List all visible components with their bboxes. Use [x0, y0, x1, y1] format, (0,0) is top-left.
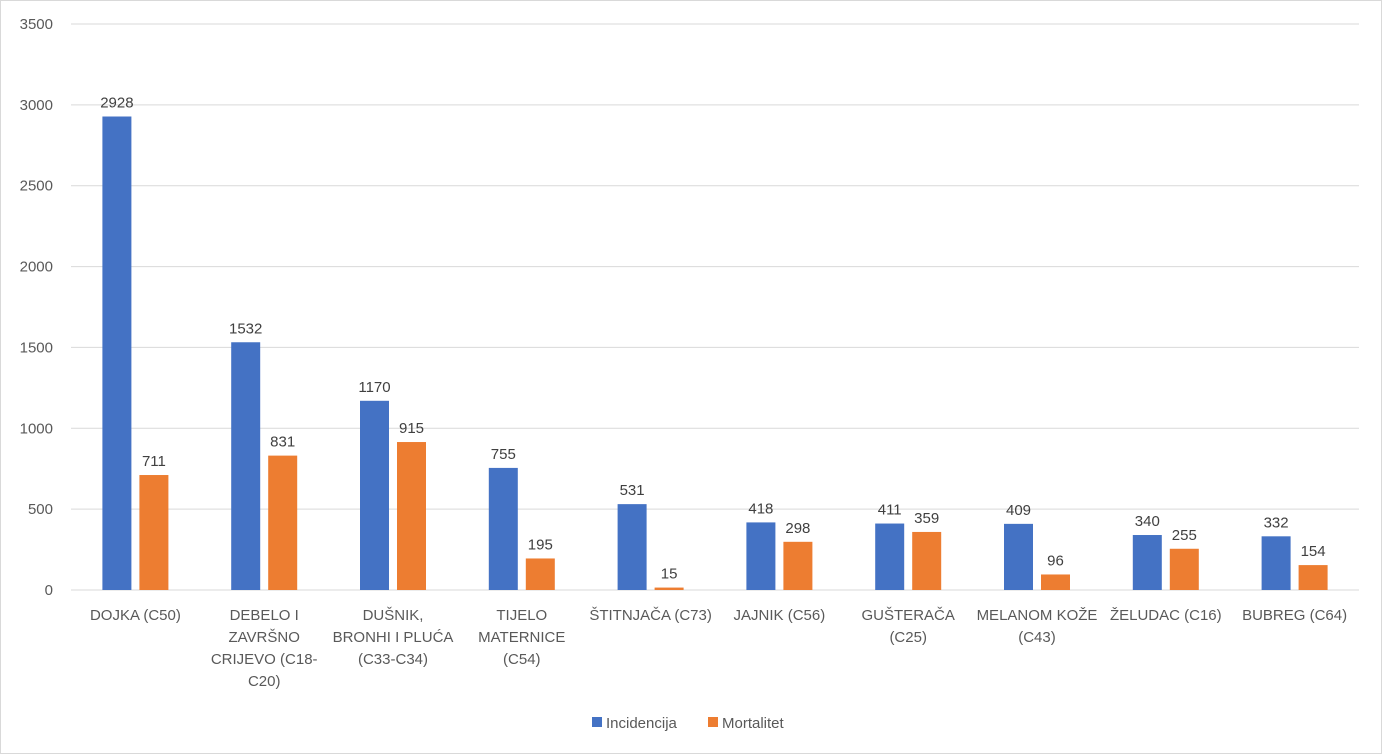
data-label: 755 — [491, 446, 516, 463]
bar-mortalitet — [654, 587, 684, 590]
data-label: 359 — [914, 510, 939, 527]
x-category-line: JAJNIK (C56) — [734, 607, 826, 624]
data-label: 2928 — [100, 95, 133, 112]
data-label: 340 — [1135, 513, 1160, 530]
x-category-label: GUŠTERAČA (C25) — [862, 607, 955, 646]
x-category-label: DEBELO I ZAVRŠNO CRIJEVO (C18- C20) — [211, 607, 318, 690]
x-category-line: BUBREG (C64) — [1242, 607, 1347, 624]
data-label: 15 — [661, 566, 678, 583]
bar-incidencija — [875, 523, 905, 590]
bar-incidencija — [746, 522, 776, 590]
x-category-line: GUŠTERAČA — [862, 607, 955, 624]
x-category-line: C20) — [248, 673, 281, 690]
x-category-label: TIJELO MATERNICE (C54) — [478, 607, 565, 668]
x-category-label: ŽELUDAC (C16) — [1110, 607, 1222, 624]
x-category-line: (C25) — [889, 629, 927, 646]
data-label: 418 — [748, 500, 773, 517]
x-category-line: ŽELUDAC (C16) — [1110, 607, 1222, 624]
y-tick-label: 1000 — [20, 420, 53, 437]
y-tick-label: 2000 — [20, 259, 53, 276]
bars — [102, 116, 1328, 590]
data-label: 195 — [528, 536, 553, 553]
data-label: 411 — [878, 502, 902, 519]
legend: Incidencija Mortalitet — [592, 715, 785, 732]
y-tick-label: 0 — [45, 582, 53, 599]
x-category-label: ŠTITNJAČA (C73) — [589, 607, 712, 624]
legend-label: Incidencija — [606, 715, 678, 732]
x-category-label: JAJNIK (C56) — [734, 607, 826, 624]
x-category-line: ŠTITNJAČA (C73) — [589, 607, 712, 624]
bar-mortalitet — [397, 442, 426, 590]
legend-label: Mortalitet — [722, 715, 785, 732]
data-label: 1170 — [358, 379, 390, 396]
x-category-line: (C43) — [1018, 629, 1056, 646]
bar-incidencija — [617, 504, 647, 590]
data-label: 1532 — [229, 320, 262, 337]
data-label: 298 — [785, 520, 810, 537]
bar-mortalitet — [1298, 565, 1328, 590]
x-category-label: DUŠNIK, BRONHI I PLUĆA (C33-C34) — [333, 607, 454, 668]
bar-mortalitet — [1169, 548, 1199, 590]
x-category-label: DOJKA (C50) — [90, 607, 181, 624]
y-axis-ticks: 0 500 1000 1500 2000 2500 3000 3500 — [20, 16, 53, 599]
bar-mortalitet — [783, 541, 813, 590]
bar-mortalitet — [1041, 574, 1070, 590]
gridlines — [71, 23, 1359, 591]
bar-mortalitet — [139, 475, 169, 590]
x-category-line: BRONHI I PLUĆA — [333, 629, 454, 646]
y-tick-label: 3000 — [20, 97, 53, 114]
bar-incidencija — [360, 400, 389, 590]
bar-incidencija — [1261, 536, 1291, 590]
data-label: 831 — [270, 434, 295, 451]
bar-incidencija — [1132, 535, 1162, 590]
y-tick-label: 2500 — [20, 178, 53, 195]
x-axis-categories: DOJKA (C50) DEBELO I ZAVRŠNO CRIJEVO (C18- C… — [90, 607, 1347, 690]
x-category-line: MELANOM KOŽE — [977, 607, 1098, 624]
bar-mortalitet — [268, 455, 298, 590]
y-tick-label: 1500 — [20, 339, 53, 356]
legend-swatch-incidencija — [592, 717, 602, 727]
x-category-label: BUBREG (C64) — [1242, 607, 1347, 624]
data-label: 255 — [1172, 527, 1197, 544]
y-tick-label: 500 — [28, 501, 53, 518]
x-category-line: TIJELO — [496, 607, 547, 624]
data-label: 154 — [1301, 543, 1326, 560]
x-category-line: (C54) — [503, 651, 541, 668]
legend-swatch-mortalitet — [708, 717, 718, 727]
bar-incidencija — [231, 342, 261, 590]
data-labels: 2928 711 1532 831 1170 915 755 195 531 15 418 298 41… — [100, 95, 1325, 583]
bar-mortalitet — [525, 558, 555, 590]
data-label: 332 — [1264, 514, 1289, 531]
data-label: 96 — [1047, 552, 1064, 569]
x-category-line: MATERNICE — [478, 629, 565, 646]
data-label: 915 — [399, 420, 424, 437]
data-label: 409 — [1006, 502, 1031, 519]
data-label: 531 — [620, 482, 645, 499]
x-category-line: DOJKA (C50) — [90, 607, 181, 624]
bar-incidencija — [1004, 523, 1033, 590]
bar-incidencija — [102, 116, 132, 590]
x-category-label: MELANOM KOŽE (C43) — [977, 607, 1098, 646]
y-tick-label: 3500 — [20, 16, 53, 33]
x-category-line: DUŠNIK, — [363, 607, 424, 624]
bar-mortalitet — [912, 531, 942, 590]
x-category-line: ZAVRŠNO — [228, 629, 299, 646]
x-category-line: DEBELO I — [230, 607, 299, 624]
x-category-line: CRIJEVO (C18- — [211, 651, 318, 668]
data-label: 711 — [142, 453, 166, 470]
bar-incidencija — [488, 467, 518, 590]
x-category-line: (C33-C34) — [358, 651, 428, 668]
